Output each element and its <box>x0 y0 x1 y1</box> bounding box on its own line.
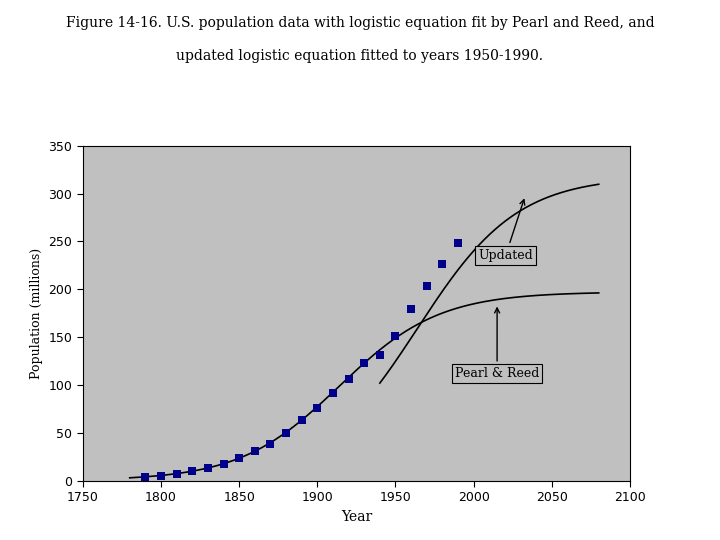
Text: updated logistic equation fitted to years 1950-1990.: updated logistic equation fitted to year… <box>176 49 544 63</box>
Y-axis label: Population (millions): Population (millions) <box>30 248 43 379</box>
Text: Updated: Updated <box>478 200 533 262</box>
Text: Pearl & Reed: Pearl & Reed <box>455 308 539 380</box>
Text: Figure 14-16. U.S. population data with logistic equation fit by Pearl and Reed,: Figure 14-16. U.S. population data with … <box>66 16 654 30</box>
X-axis label: Year: Year <box>341 510 372 524</box>
